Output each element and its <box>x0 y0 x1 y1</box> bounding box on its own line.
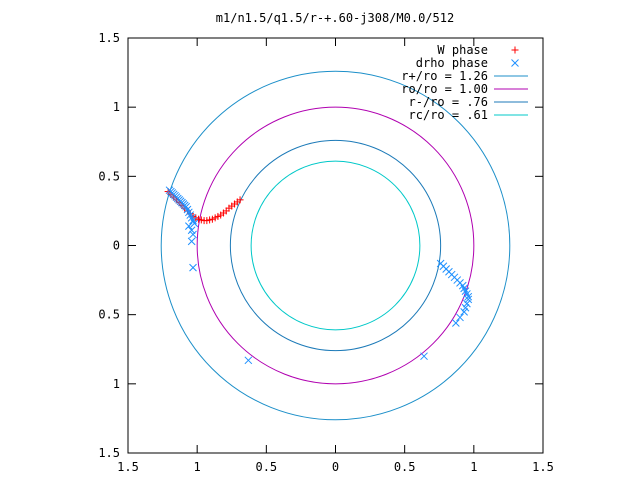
x-tick-label: 1 <box>194 460 201 474</box>
legend-label: rc/ro = .61 <box>409 108 488 122</box>
x-tick-label: 0.5 <box>394 460 416 474</box>
drho-phase-point <box>189 230 197 239</box>
w-phase-point <box>236 196 244 204</box>
legend-label: ro/ro = 1.00 <box>401 82 488 96</box>
drho-phase-point <box>187 226 196 235</box>
drho-phase-point <box>461 303 470 312</box>
circle-r-ro <box>229 139 442 352</box>
y-tick-label: 0.5 <box>98 308 120 322</box>
x-tick-label: 1.5 <box>532 460 554 474</box>
circle-rc-ro <box>250 160 421 331</box>
drho-phase-point <box>463 299 471 308</box>
y-tick-label: 1 <box>113 100 120 114</box>
drho-phase-point <box>464 292 473 301</box>
x-tick-label: 1 <box>470 460 477 474</box>
legend-marker <box>511 46 519 54</box>
legend-marker <box>511 59 519 67</box>
legend-label: drho phase <box>416 56 488 70</box>
y-tick-label: 1 <box>113 377 120 391</box>
drho-phase-point <box>189 263 197 272</box>
drho-phase-point <box>456 313 464 322</box>
y-tick-label: 1.5 <box>98 31 120 45</box>
x-tick-label: 0 <box>332 460 339 474</box>
drho-phase-point <box>187 237 196 246</box>
drho-phase-point <box>185 222 193 230</box>
drho-phase-point <box>190 219 199 228</box>
chart-title: m1/n1.5/q1.5/r-+.60-j308/M0.0/512 <box>216 11 454 25</box>
drho-phase-point <box>451 319 460 327</box>
drho-phase-point <box>464 295 473 304</box>
drho-phase-point <box>420 352 428 361</box>
legend-label: W phase <box>437 43 488 57</box>
legend-label: r-/ro = .76 <box>409 95 488 109</box>
circle-r-ro <box>160 70 511 421</box>
x-tick-label: 1.5 <box>117 460 139 474</box>
drho-phase-point <box>244 356 253 365</box>
x-tick-label: 0.5 <box>255 460 277 474</box>
drho-phase-point <box>460 308 469 316</box>
plot-area: 1.5 1 0.5 0 0.5 1 1.51.510.500.511.5 <box>98 31 554 474</box>
legend-label: r+/ro = 1.26 <box>401 69 488 83</box>
y-tick-label: 0 <box>113 239 120 253</box>
y-tick-label: 0.5 <box>98 169 120 183</box>
y-tick-label: 1.5 <box>98 446 120 460</box>
circle-ro-ro <box>196 106 475 385</box>
